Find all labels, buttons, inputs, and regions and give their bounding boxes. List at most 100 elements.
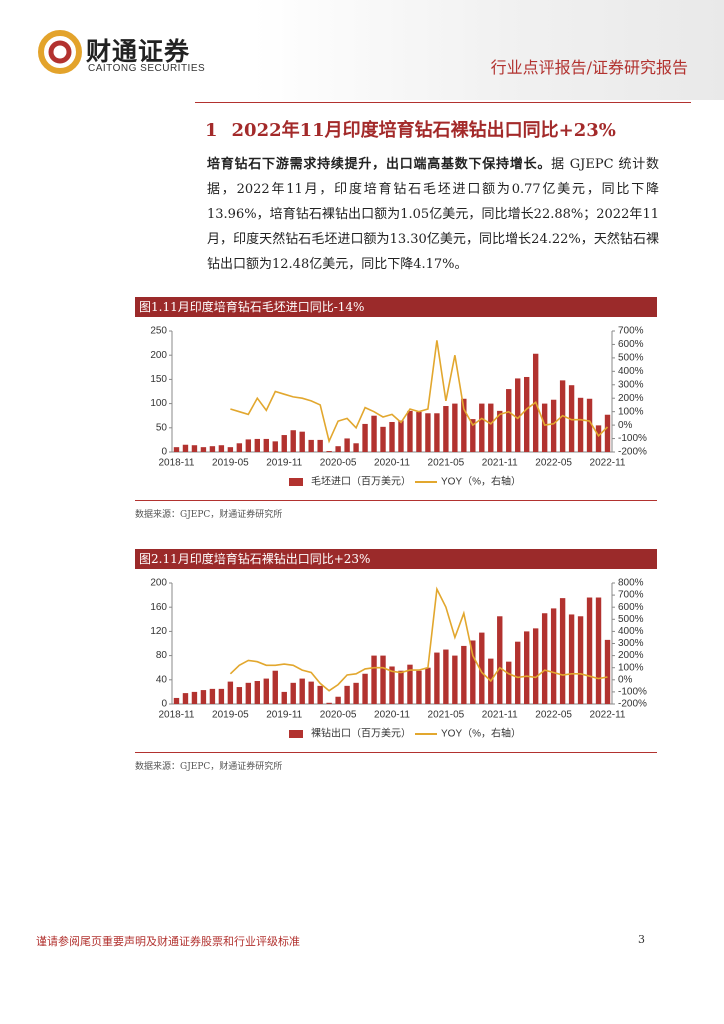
y2-tick-label: 300% bbox=[618, 638, 644, 649]
bar bbox=[550, 608, 557, 704]
chart: 0 40 80 120 160 200 -200%-100% 0%100%200%300%40… bbox=[150, 578, 647, 740]
bar bbox=[398, 420, 404, 452]
bar bbox=[452, 655, 458, 704]
bar bbox=[416, 670, 422, 704]
x-tick-label: 2018-11 bbox=[159, 458, 195, 469]
y-tick-label: 120 bbox=[150, 626, 167, 637]
y2-tick-label: 700% bbox=[618, 590, 644, 601]
bar bbox=[550, 399, 557, 452]
bar bbox=[308, 681, 314, 704]
bar bbox=[182, 693, 189, 704]
y2-tick-label: 500% bbox=[618, 614, 644, 625]
y-tick-label: 200 bbox=[150, 578, 167, 589]
section-title: 1 2022年11月印度培育钻石裸钻出口同比+23% bbox=[205, 116, 616, 142]
y2-tick-label: 100% bbox=[618, 406, 644, 417]
x-tick-label: 2019-11 bbox=[266, 458, 302, 469]
bar bbox=[380, 426, 386, 452]
figure-caption: 图1.11月印度培育钻石毛坯进口同比-14% bbox=[135, 297, 657, 317]
bar bbox=[389, 666, 395, 704]
bar bbox=[568, 614, 575, 704]
bar bbox=[362, 423, 368, 452]
x-tick-label: 2018-11 bbox=[159, 710, 195, 721]
bar bbox=[425, 667, 431, 704]
bar bbox=[479, 632, 485, 704]
x-tick-label: 2019-05 bbox=[212, 710, 249, 721]
y2-tick-label: 500% bbox=[618, 353, 644, 364]
bar bbox=[434, 652, 440, 704]
bar bbox=[524, 376, 530, 452]
bar bbox=[398, 670, 404, 704]
bar bbox=[470, 640, 476, 704]
bar bbox=[595, 425, 602, 452]
x-tick-label: 2022-11 bbox=[590, 458, 626, 469]
legend-label: YOY（%，右轴） bbox=[441, 475, 521, 488]
bar bbox=[209, 688, 216, 704]
bar bbox=[173, 697, 180, 704]
bar bbox=[371, 655, 377, 704]
bar bbox=[200, 447, 207, 452]
y-tick-label: 40 bbox=[156, 674, 168, 685]
y2-tick-label: -200% bbox=[618, 699, 647, 710]
bar bbox=[290, 682, 296, 704]
logo-cn: 财通证券 bbox=[86, 37, 191, 66]
paragraph-text: 据 GJEPC 统计数据，2022年11月，印度培育钻石毛坯进口额为0.77亿美… bbox=[207, 157, 659, 272]
bar bbox=[595, 597, 602, 704]
bar bbox=[218, 445, 225, 452]
y2-tick-label: 200% bbox=[618, 650, 644, 661]
y-tick-label: 160 bbox=[150, 602, 167, 613]
y2-tick-label: 600% bbox=[618, 602, 644, 613]
x-tick-label: 2021-11 bbox=[482, 710, 518, 721]
bar bbox=[218, 688, 225, 704]
bar bbox=[344, 438, 350, 452]
bar bbox=[245, 439, 252, 452]
bar bbox=[407, 410, 413, 452]
bar bbox=[497, 616, 503, 704]
bar bbox=[281, 435, 287, 452]
x-tick-label: 2021-05 bbox=[428, 710, 465, 721]
bar bbox=[434, 413, 440, 452]
y2-tick-label: 0% bbox=[618, 674, 633, 685]
x-tick-label: 2020-05 bbox=[320, 710, 357, 721]
bar bbox=[335, 446, 341, 452]
logo-mark bbox=[38, 30, 82, 74]
bar bbox=[407, 664, 413, 704]
legend-label: YOY（%，右轴） bbox=[441, 727, 521, 740]
page-number: 3 bbox=[638, 933, 645, 946]
yoy-line bbox=[230, 340, 609, 444]
legend-label: 裸钻出口（百万美元） bbox=[311, 727, 411, 740]
y-tick-label: 50 bbox=[156, 422, 168, 433]
y-tick-label: 100 bbox=[150, 398, 167, 409]
bar bbox=[461, 645, 467, 704]
logo-en: CAITONG SECURITIES bbox=[88, 63, 206, 74]
bar bbox=[344, 685, 350, 704]
yoy-line bbox=[229, 586, 608, 692]
bar bbox=[335, 696, 341, 704]
figure-caption: 图2.11月印度培育钻石裸钻出口同比+23% bbox=[135, 549, 657, 569]
y2-tick-label: 400% bbox=[618, 626, 644, 637]
bar bbox=[532, 628, 539, 704]
bar bbox=[371, 415, 377, 452]
y2-tick-label: 100% bbox=[618, 662, 644, 673]
paragraph-lead: 培育钻石下游需求持续提升，出口端高基数下保持增长。 bbox=[207, 157, 552, 172]
bar bbox=[541, 613, 548, 704]
bar bbox=[568, 385, 575, 452]
bar bbox=[236, 443, 243, 452]
y-tick-label: 0 bbox=[161, 447, 167, 458]
chart: 0 50 100 150 200 250 -200% -100% 0% 100% 200% 300% 4… bbox=[150, 326, 647, 488]
x-tick-label: 2019-11 bbox=[266, 710, 302, 721]
figure-source: 数据来源：GJEPC，财通证券研究所 bbox=[135, 762, 283, 772]
bar bbox=[317, 439, 323, 452]
x-tick-label: 2021-11 bbox=[482, 458, 518, 469]
bar bbox=[586, 597, 593, 704]
y2-tick-label: 0% bbox=[618, 420, 633, 431]
bar bbox=[559, 598, 566, 704]
y-tick-label: 250 bbox=[150, 326, 167, 337]
bar bbox=[191, 445, 198, 452]
paragraph: 培育钻石下游需求持续提升，出口端高基数下保持增长。据 GJEPC 统计数据，20… bbox=[207, 152, 659, 277]
bar bbox=[541, 403, 548, 452]
bar bbox=[586, 398, 593, 452]
y2-tick-label: 200% bbox=[618, 393, 644, 404]
bar bbox=[254, 681, 260, 704]
y2-tick-label: 400% bbox=[618, 366, 644, 377]
bar bbox=[182, 444, 189, 452]
